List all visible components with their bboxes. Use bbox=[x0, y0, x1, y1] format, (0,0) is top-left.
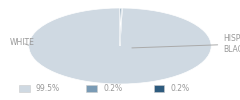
Text: 0.2%: 0.2% bbox=[170, 84, 190, 93]
Wedge shape bbox=[120, 8, 121, 46]
Wedge shape bbox=[120, 8, 122, 46]
Bar bbox=[154, 85, 164, 92]
Wedge shape bbox=[29, 8, 211, 84]
Text: 99.5%: 99.5% bbox=[36, 84, 60, 93]
Text: WHITE: WHITE bbox=[10, 38, 35, 48]
Text: HISPANIC
BLACK: HISPANIC BLACK bbox=[132, 34, 240, 54]
Text: 0.2%: 0.2% bbox=[103, 84, 122, 93]
Bar bbox=[86, 85, 97, 92]
Bar bbox=[19, 85, 30, 92]
